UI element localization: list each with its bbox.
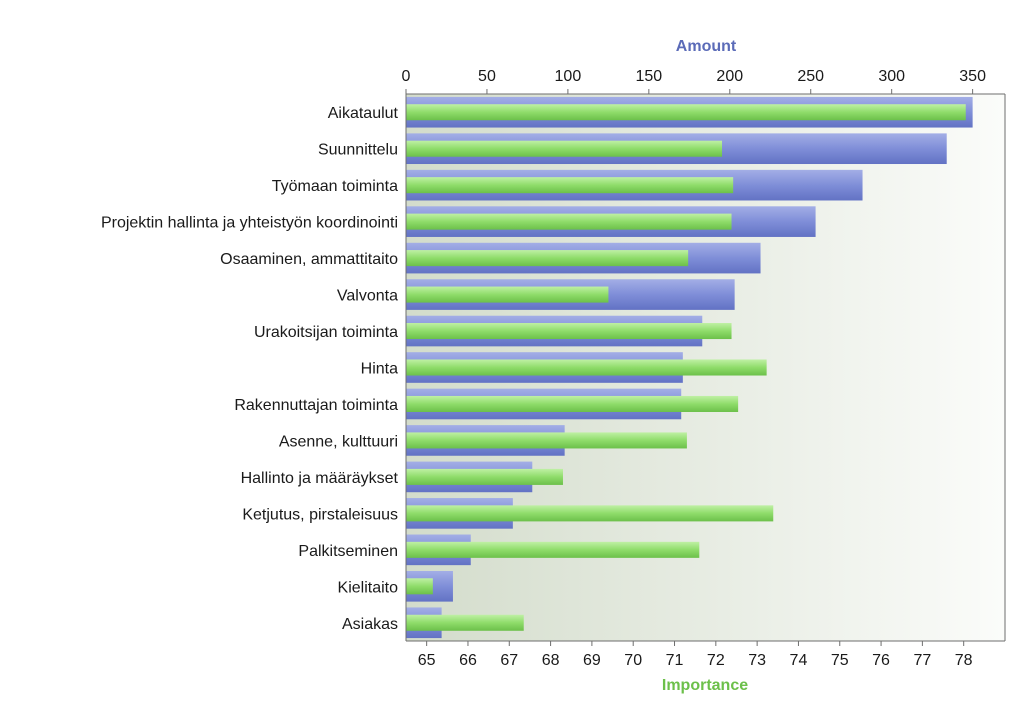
importance-bar [406,359,767,376]
category-label: Suunnittelu [318,142,398,159]
importance-bar [406,505,774,522]
category-label: Palkitseminen [298,543,398,560]
importance-bar [406,286,609,303]
category-labels: Aikataulut Suunnittelu Työmaan toiminta Pro… [101,105,399,633]
top-axis: 0 50 100 150 200 250 300 350 [402,68,986,94]
top-tick-label: 100 [555,68,582,85]
bars [406,96,973,639]
importance-bar [406,140,723,157]
importance-bar [406,250,689,267]
bottom-tick-label: 66 [459,652,477,669]
bottom-tick-label: 70 [624,652,642,669]
category-label: Hinta [361,361,398,378]
category-label: Rakennuttajan toiminta [234,397,398,414]
importance-bar [406,104,966,121]
bottom-tick-label: 73 [748,652,766,669]
bottom-tick-label: 72 [707,652,725,669]
top-tick-label: 0 [402,68,411,85]
importance-bar [406,213,732,230]
bottom-tick-label: 78 [955,652,973,669]
bottom-tick-label: 68 [542,652,560,669]
bottom-tick-label: 65 [418,652,436,669]
bottom-axis: 65 66 67 68 69 70 71 72 73 74 75 76 77 78 [418,641,973,669]
category-label: Ketjutus, pirstaleisuus [242,506,398,523]
importance-bar [406,578,433,595]
top-axis-title: Amount [676,38,737,55]
importance-bar [406,541,700,558]
bottom-tick-label: 69 [583,652,601,669]
category-label: Aikataulut [328,105,399,122]
top-tick-label: 150 [635,68,662,85]
bottom-tick-label: 74 [790,652,808,669]
top-tick-label: 250 [797,68,824,85]
bottom-axis-title: Importance [662,677,748,694]
top-tick-label: 50 [478,68,496,85]
importance-bar [406,177,734,194]
category-label: Asenne, kulttuuri [279,433,398,450]
category-label: Projektin hallinta ja yhteistyön koordin… [101,215,398,232]
bottom-tick-label: 71 [666,652,684,669]
category-label: Työmaan toiminta [272,178,398,195]
category-label: Osaaminen, ammattitaito [220,251,398,268]
category-label: Valvonta [337,288,398,305]
bottom-tick-label: 75 [831,652,849,669]
importance-bar [406,468,563,485]
top-tick-label: 300 [878,68,905,85]
bottom-tick-label: 77 [913,652,931,669]
category-label: Urakoitsijan toiminta [254,324,398,341]
top-tick-label: 350 [959,68,986,85]
importance-bar [406,432,687,449]
importance-bar [406,323,732,340]
bottom-tick-label: 67 [500,652,518,669]
category-label: Kielitaito [338,579,399,596]
category-label: Asiakas [342,616,398,633]
category-label: Hallinto ja määräykset [241,470,399,487]
top-tick-label: 200 [716,68,743,85]
importance-bar [406,395,739,412]
bottom-tick-label: 76 [872,652,890,669]
importance-bar [406,614,524,631]
